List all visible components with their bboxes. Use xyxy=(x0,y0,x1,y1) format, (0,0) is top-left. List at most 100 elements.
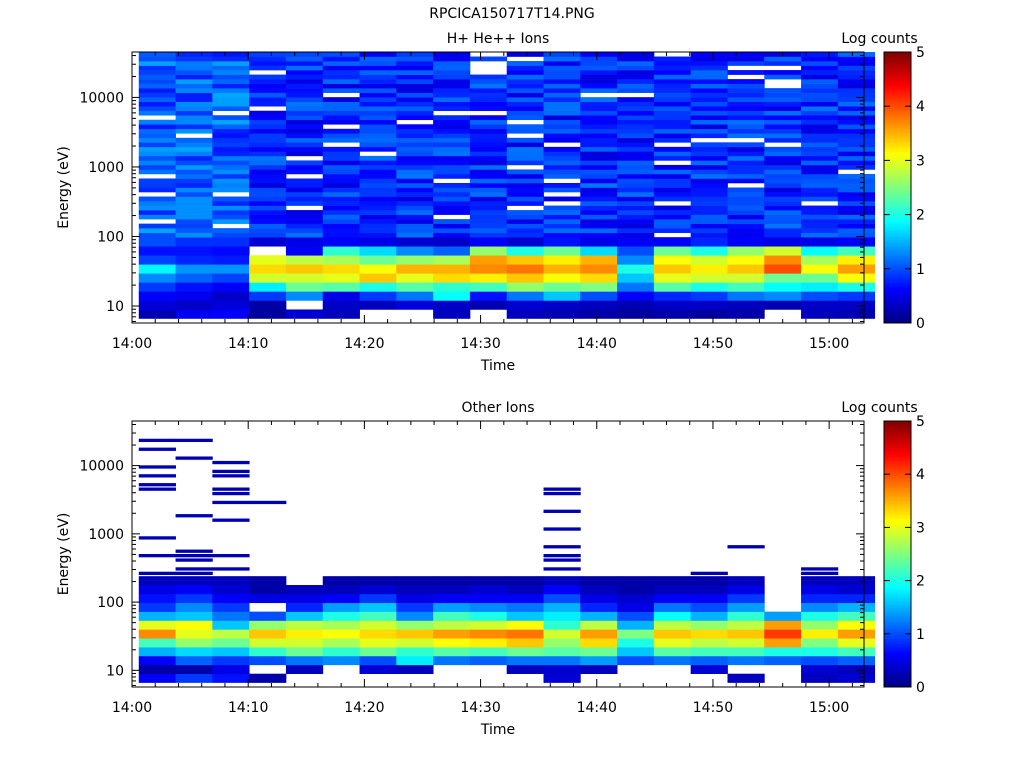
spectrogram-cell xyxy=(285,629,324,635)
spectrogram-cell xyxy=(175,223,213,229)
colorbar-segment xyxy=(884,300,911,304)
spectrogram-cell xyxy=(138,228,176,233)
spectrogram-cell xyxy=(543,629,581,635)
spectrogram-cell xyxy=(212,124,250,130)
colorbar-tick-label: 4 xyxy=(916,99,925,115)
spectrogram-cell xyxy=(764,223,802,229)
spectrogram-cell xyxy=(506,201,544,206)
spectrogram-cell xyxy=(175,201,213,206)
spectrogram-cell xyxy=(727,286,765,292)
spectrogram-cell xyxy=(359,633,397,639)
spectrogram-cell xyxy=(801,119,839,125)
colorbar-segment xyxy=(884,146,911,150)
colorbar-segment xyxy=(884,593,911,597)
spectrogram-cells xyxy=(138,438,876,683)
spectrogram-cell xyxy=(433,133,471,139)
spectrogram-cell xyxy=(212,273,250,279)
spectrogram-cell xyxy=(175,155,213,161)
spectrogram-cell xyxy=(764,192,802,197)
spectrogram-cell xyxy=(249,232,287,238)
spectrogram-cell xyxy=(727,678,765,683)
spectrogram-cell xyxy=(249,201,287,206)
spectrogram-cell xyxy=(138,182,176,188)
spectrogram-cell xyxy=(617,192,655,197)
spectrogram-cell xyxy=(359,286,397,292)
spectrogram-cell xyxy=(580,196,618,202)
spectrogram-cell xyxy=(212,146,250,152)
spectrogram-cell xyxy=(653,146,692,152)
colorbar-tick-label: 0 xyxy=(916,316,925,332)
spectrogram-cell xyxy=(396,669,434,674)
spectrogram-cell xyxy=(249,97,287,102)
spectrogram-cell xyxy=(801,110,839,116)
colorbar-segment xyxy=(884,271,911,274)
spectrogram-cell xyxy=(175,246,213,252)
spectrogram-cell xyxy=(506,241,544,247)
colorbar-segment xyxy=(884,598,911,602)
spectrogram-cell xyxy=(433,309,471,315)
spectrogram-cell xyxy=(727,210,765,215)
spectrogram-cell xyxy=(653,169,692,175)
spectrogram-cell xyxy=(801,624,839,630)
spectrogram-cell xyxy=(175,255,213,261)
spectrogram-cell xyxy=(727,223,765,229)
colorbar-segment xyxy=(884,644,911,648)
colorbar-segment xyxy=(884,216,911,220)
spectrogram-cell xyxy=(653,651,692,657)
colorbar-segment xyxy=(884,52,911,55)
spectrogram-cell xyxy=(138,282,176,288)
colorbar-segment xyxy=(884,234,911,238)
spectrogram-cell xyxy=(690,88,728,93)
spectrogram-cell xyxy=(359,65,397,71)
spectrogram-cell xyxy=(396,629,434,635)
spectrogram-cell xyxy=(249,286,287,292)
spectrogram-cell xyxy=(617,160,655,166)
spectrogram-cell xyxy=(653,620,692,626)
spectrogram-cell xyxy=(837,61,876,66)
spectrogram-cell xyxy=(433,602,471,608)
spectrogram-cell xyxy=(322,65,360,71)
spectrogram-cell xyxy=(469,291,508,297)
colorbar-segment xyxy=(884,264,911,268)
spectrogram-cell xyxy=(138,268,176,274)
spectrogram-cell xyxy=(801,567,839,571)
spectrogram-cell xyxy=(322,182,360,188)
spectrogram-cell xyxy=(764,110,802,116)
spectrogram-cell xyxy=(175,638,213,643)
spectrogram-cell xyxy=(690,655,728,661)
spectrogram-cell xyxy=(212,660,250,666)
spectrogram-cell xyxy=(764,291,802,297)
spectrogram-cell xyxy=(506,74,544,80)
spectrogram-cell xyxy=(617,304,655,310)
colorbar-segment xyxy=(884,149,911,152)
spectrogram-cell xyxy=(580,651,618,657)
spectrogram-cell xyxy=(653,205,692,211)
colorbar-segment xyxy=(884,440,911,444)
spectrogram-cell xyxy=(690,259,728,265)
spectrogram-cell xyxy=(285,660,324,666)
spectrogram-cell xyxy=(764,97,802,102)
spectrogram-cell xyxy=(727,164,765,170)
spectrogram-cell xyxy=(764,164,802,170)
spectrogram-cell xyxy=(285,92,324,98)
spectrogram-cell xyxy=(801,660,839,666)
spectrogram-cell xyxy=(285,65,324,71)
spectrogram-cell xyxy=(212,97,250,102)
spectrogram-cell xyxy=(690,638,728,643)
spectrogram-cell xyxy=(359,589,397,595)
spectrogram-cell xyxy=(506,232,544,238)
spectrogram-cell xyxy=(359,201,397,206)
colorbar-tick-label: 5 xyxy=(916,414,925,430)
spectrogram-cell xyxy=(396,585,434,590)
spectrogram-cell xyxy=(469,638,508,643)
colorbar-segment xyxy=(884,616,911,619)
spectrogram-cell xyxy=(653,133,692,139)
spectrogram-cell xyxy=(285,282,324,288)
colorbar-segment xyxy=(884,198,911,202)
spectrogram-cell xyxy=(727,205,765,211)
spectrogram-cell xyxy=(249,268,287,274)
spectrogram-cell xyxy=(690,219,728,224)
spectrogram-cell xyxy=(837,92,876,98)
spectrogram-cell xyxy=(543,228,581,233)
spectrogram-cell xyxy=(249,124,287,130)
